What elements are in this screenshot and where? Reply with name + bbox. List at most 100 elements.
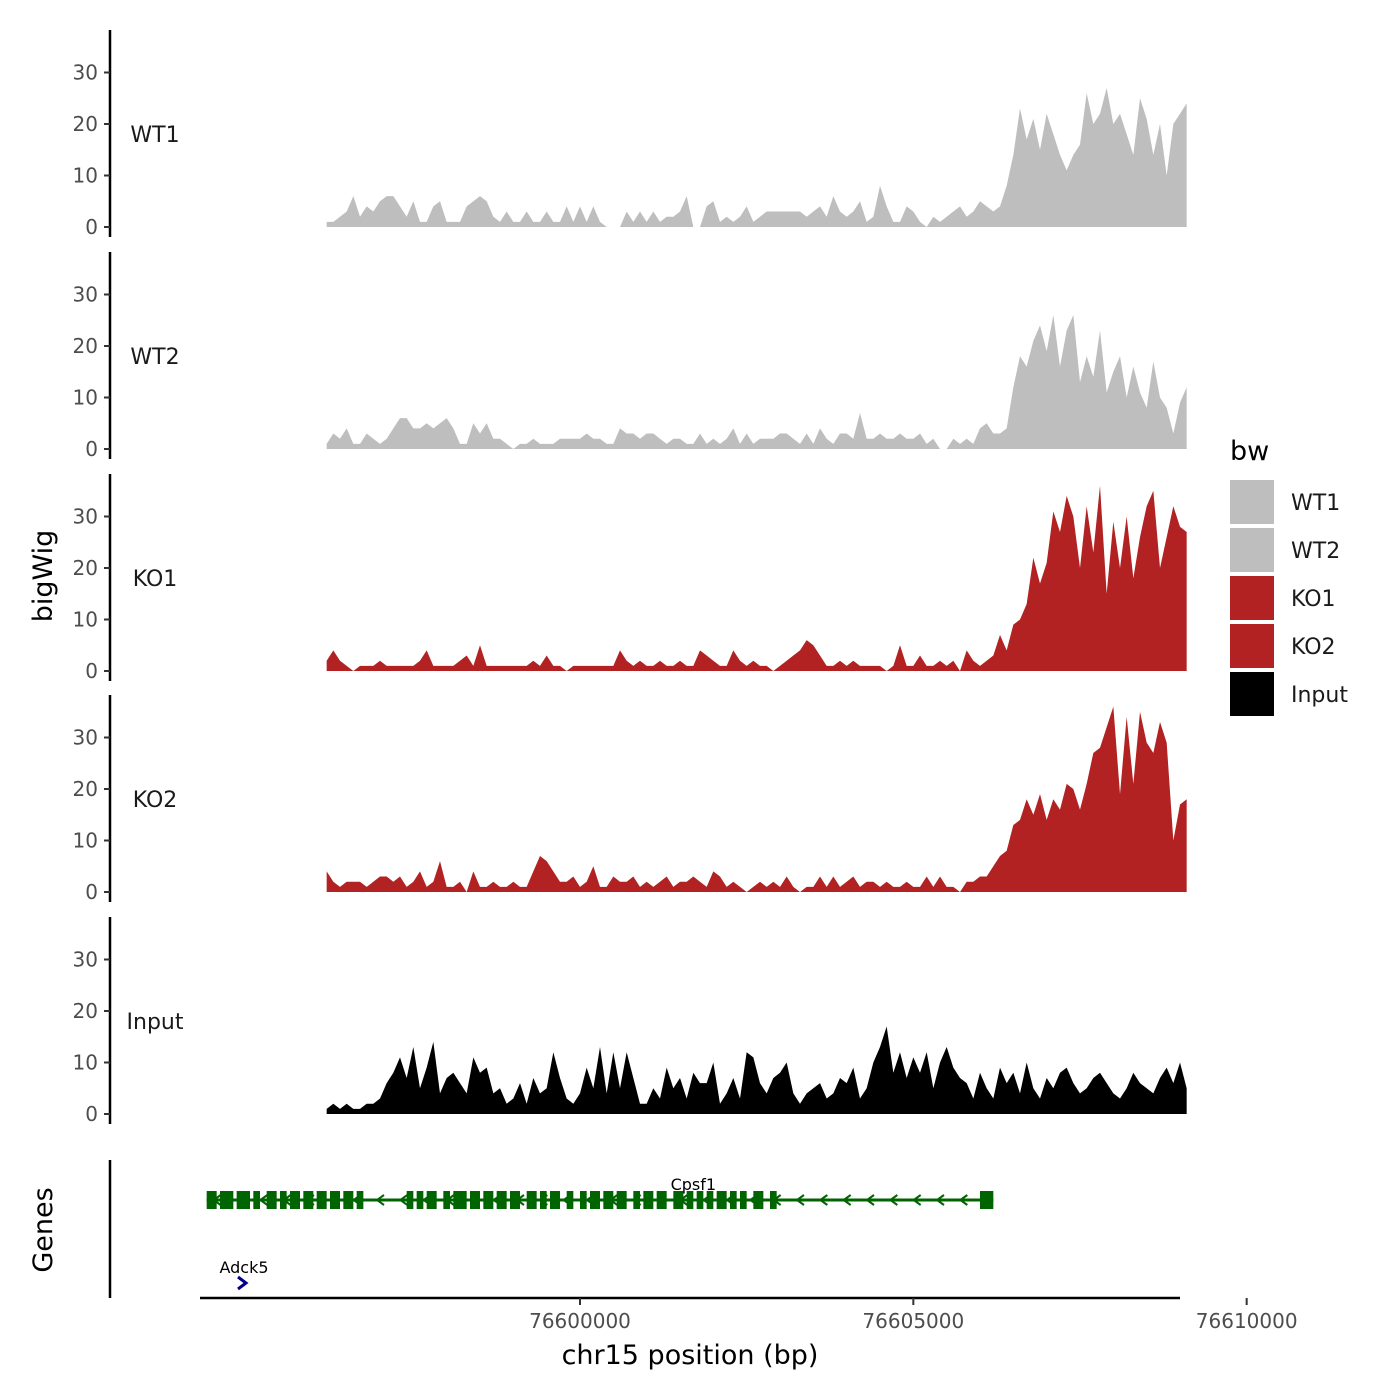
gene-exon [343,1191,354,1209]
legend: bw WT1 WT2 KO1 KO2 Input [1230,436,1348,716]
coverage-area [326,1026,1187,1114]
legend-swatch [1230,480,1274,524]
gene-exon [526,1191,537,1209]
legend-swatch [1230,576,1274,620]
track-label: Input [127,1010,184,1035]
gene-exon [643,1191,654,1209]
legend-swatch [1230,528,1274,572]
track-label: KO1 [133,567,178,592]
gene-exon [280,1191,287,1209]
strand-arrow-icon [888,1194,898,1206]
strand-arrow-icon [911,1194,922,1206]
y-tick-label: 10 [73,829,98,853]
y-tick-label: 10 [73,164,98,188]
track-label: WT1 [130,123,179,148]
gene-panel: Cpsf1 Adck5 [108,1160,994,1298]
gene-exon [580,1191,587,1209]
y-tick-label: 30 [73,726,98,750]
y-tick-label: 20 [73,334,98,358]
y-tick-label: 0 [85,215,98,239]
gene-exon [510,1191,520,1209]
gene-exon [550,1191,560,1209]
legend-swatch [1230,672,1274,716]
track-label: WT2 [130,345,179,370]
gene-cpsf1: Cpsf1 [206,1175,994,1209]
legend-label: WT2 [1291,539,1340,564]
gene-exon [236,1191,250,1209]
y-tick-label: 30 [73,948,98,972]
gene-exon [540,1191,547,1209]
gene-adck5: Adck5 [219,1258,269,1291]
gene-exon [740,1191,747,1209]
coverage-area [326,87,1187,227]
y-tick-label: 30 [73,61,98,85]
y-axis-title: bigWig [28,530,59,623]
y-tick-label: 10 [73,608,98,632]
gene-exon [406,1191,414,1209]
gene-exon [566,1191,574,1209]
legend-title: bw [1230,436,1269,467]
gene-exon [633,1191,640,1209]
legend-label: WT1 [1291,491,1340,516]
gene-exon [770,1191,777,1209]
track-ko2: 0 10 20 30 KO2 [73,695,1187,904]
gene-exon [616,1191,627,1209]
strand-arrow-icon [935,1194,945,1206]
gene-exon [603,1191,614,1209]
gene-exon [656,1191,667,1209]
y-tick-label: 0 [85,880,98,904]
strand-arrow-icon [258,1194,268,1206]
gene-exon [753,1191,764,1209]
gene-exon [706,1191,714,1209]
x-axis: 76600000 76605000 76610000 [200,1296,1298,1333]
gene-exon [303,1191,314,1209]
x-tick-label: 76610000 [1196,1309,1298,1333]
y-tick-label: 30 [73,505,98,529]
y-tick-label: 20 [73,112,98,136]
gene-exon [686,1191,694,1209]
x-axis-title: chr15 position (bp) [562,1340,819,1371]
y-tick-label: 20 [73,777,98,801]
legend-label: KO2 [1291,635,1336,660]
gene-exon [483,1191,494,1209]
y-tick-label: 30 [73,283,98,307]
gene-exon [356,1191,364,1209]
strand-arrow-icon [795,1194,805,1206]
y-tick-label: 0 [85,1102,98,1126]
gene-exon [316,1191,327,1209]
gene-exon [590,1191,600,1209]
gene-exon [470,1191,480,1209]
y-tick-label: 0 [85,659,98,683]
gene-exon [496,1191,507,1209]
strand-arrow-icon [375,1194,385,1206]
gene-exon [253,1191,260,1209]
track-ko1: 0 10 20 30 KO1 [73,474,1187,683]
gene-exon [730,1191,737,1209]
gene-exon [696,1191,704,1209]
x-tick-label: 76600000 [529,1309,631,1333]
gene-exon [206,1191,217,1209]
track-wt2: 0 10 20 30 WT2 [73,252,1187,461]
coverage-area [326,315,1187,449]
y-tick-label: 0 [85,437,98,461]
y-tick-label: 10 [73,386,98,410]
gene-exon [716,1191,727,1209]
legend-label: Input [1291,683,1348,708]
legend-label: KO1 [1291,587,1336,612]
gene-exon [330,1191,340,1209]
gene-exon [290,1191,300,1209]
gene-exon [426,1191,437,1209]
gene-exon [673,1191,684,1209]
strand-arrow-icon [865,1194,875,1206]
coverage-area [326,706,1187,892]
y-tick-label: 20 [73,999,98,1023]
gene-exon [980,1191,994,1209]
strand-arrow-icon [398,1194,408,1206]
gene-exon [266,1191,277,1209]
gene-label: Cpsf1 [671,1175,716,1194]
gene-exon [220,1191,234,1209]
track-label: KO2 [133,788,178,813]
track-input: 0 10 20 30 Input [73,917,1187,1126]
gene-exon [453,1191,467,1209]
